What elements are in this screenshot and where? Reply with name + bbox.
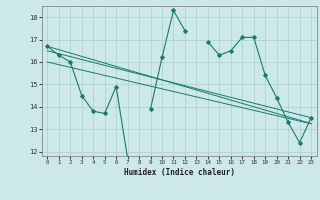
- X-axis label: Humidex (Indice chaleur): Humidex (Indice chaleur): [124, 168, 235, 177]
